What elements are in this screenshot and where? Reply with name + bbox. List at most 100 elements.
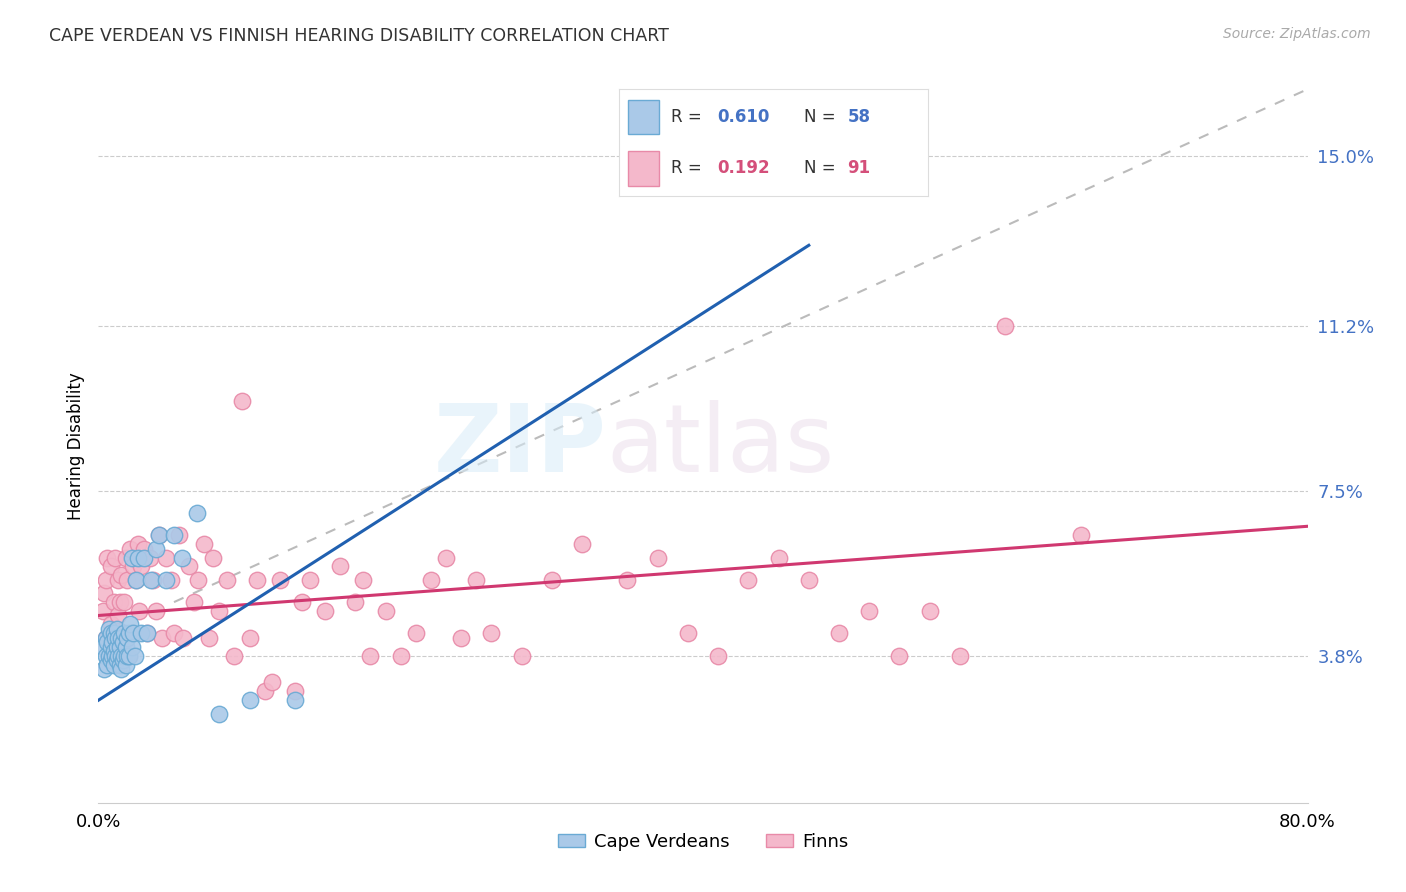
Point — [253, 684, 276, 698]
Point — [167, 528, 190, 542]
Point — [101, 635, 124, 649]
Text: R =: R = — [671, 108, 707, 126]
Point — [104, 648, 127, 663]
Point — [262, 675, 284, 690]
Point — [114, 631, 136, 645]
Text: 91: 91 — [848, 160, 870, 178]
Point — [949, 648, 972, 663]
Point — [202, 550, 225, 565]
Point — [122, 559, 145, 574]
Point — [179, 559, 201, 574]
Point — [183, 595, 205, 609]
Point — [101, 648, 124, 663]
Point — [100, 626, 122, 640]
Point — [91, 604, 114, 618]
Point — [110, 568, 132, 582]
Point — [111, 626, 134, 640]
Point — [93, 662, 115, 676]
Point — [405, 626, 427, 640]
Point — [118, 648, 141, 663]
Point — [127, 550, 149, 565]
Text: atlas: atlas — [606, 400, 835, 492]
Point — [124, 648, 146, 663]
Point — [187, 573, 209, 587]
Point — [105, 653, 128, 667]
Point — [571, 537, 593, 551]
Point — [239, 631, 262, 645]
Point — [139, 550, 162, 565]
Text: N =: N = — [804, 108, 841, 126]
Point — [197, 631, 219, 645]
Point — [111, 635, 134, 649]
Point — [94, 631, 117, 645]
FancyBboxPatch shape — [628, 152, 659, 186]
Text: 0.610: 0.610 — [717, 108, 770, 126]
Point — [768, 550, 790, 565]
Point — [155, 573, 177, 587]
Point — [141, 573, 163, 587]
Point — [284, 684, 307, 698]
Point — [112, 626, 135, 640]
Point — [224, 648, 246, 663]
Point — [132, 541, 155, 556]
Point — [797, 573, 820, 587]
Point — [96, 657, 118, 672]
Point — [918, 604, 941, 618]
Point — [107, 573, 129, 587]
Point — [118, 626, 141, 640]
Point — [314, 604, 336, 618]
Point — [112, 648, 135, 663]
Point — [186, 506, 208, 520]
Point — [100, 653, 122, 667]
Point — [98, 622, 121, 636]
Point — [120, 541, 142, 556]
Point — [110, 662, 132, 676]
Point — [100, 617, 122, 632]
Point — [91, 640, 114, 654]
Point — [170, 550, 193, 565]
Point — [208, 604, 231, 618]
Point — [193, 537, 215, 551]
Point — [103, 644, 125, 658]
Point — [299, 573, 322, 587]
Point — [110, 648, 132, 663]
Point — [647, 550, 669, 565]
Point — [108, 640, 131, 654]
Point — [145, 541, 167, 556]
Point — [105, 622, 128, 636]
Point — [107, 648, 129, 663]
Point — [889, 648, 911, 663]
Point — [510, 648, 533, 663]
Point — [465, 573, 488, 587]
Point — [163, 528, 186, 542]
Point — [132, 550, 155, 565]
Point — [676, 626, 699, 640]
Point — [540, 573, 562, 587]
Point — [103, 640, 125, 654]
Point — [104, 631, 127, 645]
Point — [208, 706, 231, 721]
Point — [1070, 528, 1092, 542]
Point — [110, 631, 132, 645]
Point — [352, 573, 374, 587]
Text: 58: 58 — [848, 108, 870, 126]
Point — [121, 626, 143, 640]
Point — [100, 559, 122, 574]
Point — [142, 573, 165, 587]
Point — [284, 693, 307, 707]
Text: N =: N = — [804, 160, 841, 178]
Point — [160, 573, 183, 587]
Point — [434, 550, 457, 565]
Point — [103, 595, 125, 609]
Point — [135, 626, 157, 640]
Point — [94, 648, 117, 663]
Point — [707, 648, 730, 663]
Point — [93, 586, 115, 600]
Point — [94, 631, 117, 645]
Point — [108, 595, 131, 609]
Point — [374, 604, 396, 618]
Point — [114, 657, 136, 672]
Point — [111, 653, 134, 667]
Point — [360, 648, 382, 663]
Point — [858, 604, 880, 618]
